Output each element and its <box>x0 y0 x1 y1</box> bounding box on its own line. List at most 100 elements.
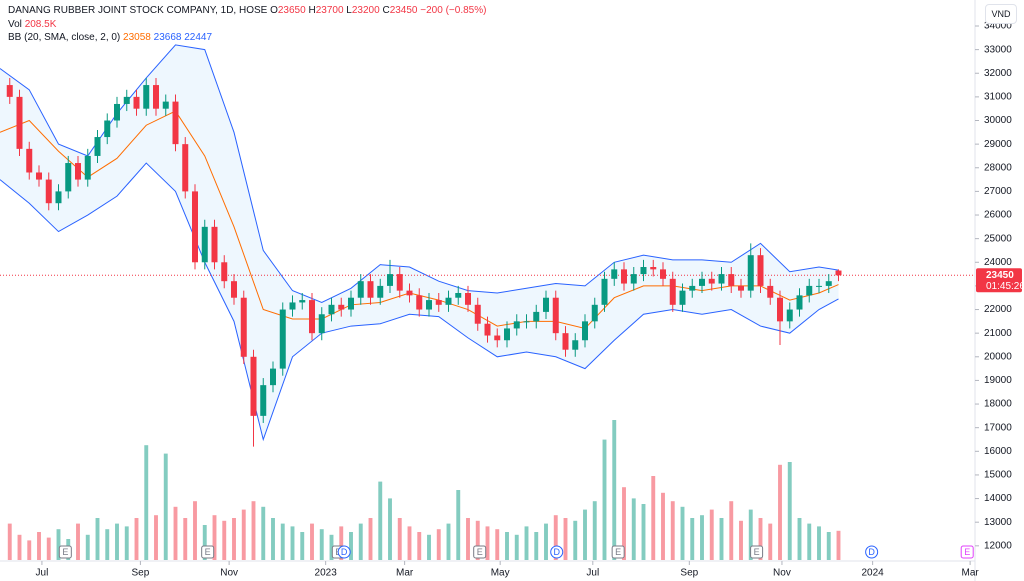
volume-bar <box>27 540 32 560</box>
y-tick-label: 32000 <box>984 68 1012 79</box>
candle-body <box>591 304 598 322</box>
candle-body <box>669 278 676 305</box>
volume-bar <box>690 518 695 560</box>
volume-bar <box>661 492 665 560</box>
volume-bar <box>592 501 597 560</box>
candle-body <box>533 311 540 322</box>
x-tick-label: Sep <box>132 568 150 579</box>
label: L <box>346 5 352 16</box>
candle-body <box>309 300 315 334</box>
event-marker <box>473 545 487 559</box>
x-tick-label: 2024 <box>862 568 885 579</box>
y-tick-label: 29000 <box>984 139 1012 150</box>
volume-bar <box>358 523 363 560</box>
volume-bar <box>631 498 636 560</box>
event-label: D <box>341 547 348 557</box>
x-tick-label: Jul <box>586 568 599 579</box>
volume-bar <box>729 501 734 560</box>
volume-bar <box>505 532 509 560</box>
event-marker <box>201 545 215 559</box>
y-tick-label: 25000 <box>984 233 1012 244</box>
candle-body <box>465 292 471 305</box>
volume-bar <box>134 518 139 560</box>
volume-bar <box>670 501 675 560</box>
volume-bar <box>475 520 480 560</box>
candle-body <box>377 285 384 298</box>
volume-bar <box>787 462 792 560</box>
x-tick-label: Sep <box>680 568 698 579</box>
y-tick-label: 13000 <box>984 517 1012 528</box>
currency-button[interactable]: VND <box>985 4 1017 24</box>
event-marker <box>337 545 351 559</box>
candle-body <box>55 191 62 204</box>
x-tick-label: Mar <box>396 568 414 579</box>
candle-body <box>367 281 374 298</box>
candle-body <box>777 297 783 322</box>
candle-body <box>601 278 608 305</box>
candle-body <box>153 85 159 109</box>
volume-bar <box>300 532 305 560</box>
volume-bar <box>222 520 227 560</box>
candle-body <box>552 297 559 334</box>
volume-bar <box>407 526 412 560</box>
volume-bar <box>748 509 753 560</box>
event-marker <box>550 545 564 559</box>
volume-bar <box>154 515 158 560</box>
volume-bar <box>651 476 656 560</box>
label: BB (20, SMA, close, 2, 0) <box>8 32 121 43</box>
candle-body <box>45 179 52 204</box>
volume-bar <box>144 445 149 560</box>
y-tick-label: 19000 <box>984 375 1012 386</box>
volume-bar <box>836 530 841 560</box>
y-tick-label: 26000 <box>984 210 1012 221</box>
x-tick-label: Mar <box>962 568 980 579</box>
plot-area <box>0 44 975 560</box>
volume-bar <box>251 501 256 560</box>
candle-body <box>806 285 813 296</box>
candle-body <box>426 300 432 310</box>
candle-body <box>630 274 637 284</box>
volume-bar <box>427 534 431 560</box>
volume-bar <box>768 523 773 560</box>
band-upper <box>0 44 839 303</box>
volume-bar <box>378 481 383 560</box>
bb-row: BB (20, SMA, close, 2, 0) 23058 23668 22… <box>8 31 486 45</box>
candle-body <box>104 120 111 138</box>
event-marker <box>865 545 879 559</box>
volume-bar <box>319 529 324 560</box>
candle-body <box>660 269 666 279</box>
event-marker <box>750 545 764 559</box>
event-marker <box>58 545 72 559</box>
value: 23700 <box>315 5 344 16</box>
candle-body <box>484 323 491 336</box>
volume-bar <box>602 439 607 560</box>
candle-body <box>143 85 150 109</box>
volume-bar <box>241 509 246 560</box>
candle-body <box>767 285 774 298</box>
candle-body <box>728 274 735 286</box>
candle-body <box>26 148 33 173</box>
candle-body <box>221 262 228 282</box>
value: 23668 <box>153 32 182 43</box>
candle-body <box>738 285 744 291</box>
y-tick-label: 24000 <box>984 257 1012 268</box>
volume-bar <box>329 534 334 560</box>
volume-bar <box>290 526 295 560</box>
volume-bar <box>778 464 782 560</box>
volume-bar <box>524 526 529 560</box>
candle-body <box>825 281 832 286</box>
label: O <box>270 5 278 16</box>
candle-body <box>786 309 793 322</box>
candle-body <box>211 226 218 263</box>
change: −200 (−0.85%) <box>420 5 487 16</box>
x-tick-label: 2023 <box>315 568 338 579</box>
volume-bar <box>173 506 178 560</box>
y-tick-label: 22000 <box>984 304 1012 315</box>
candle-body <box>747 255 754 291</box>
candle-body <box>494 335 501 341</box>
candle-body <box>65 163 72 192</box>
candle-body <box>718 274 725 284</box>
volume-bar <box>544 523 548 560</box>
volume-bar <box>563 518 568 560</box>
